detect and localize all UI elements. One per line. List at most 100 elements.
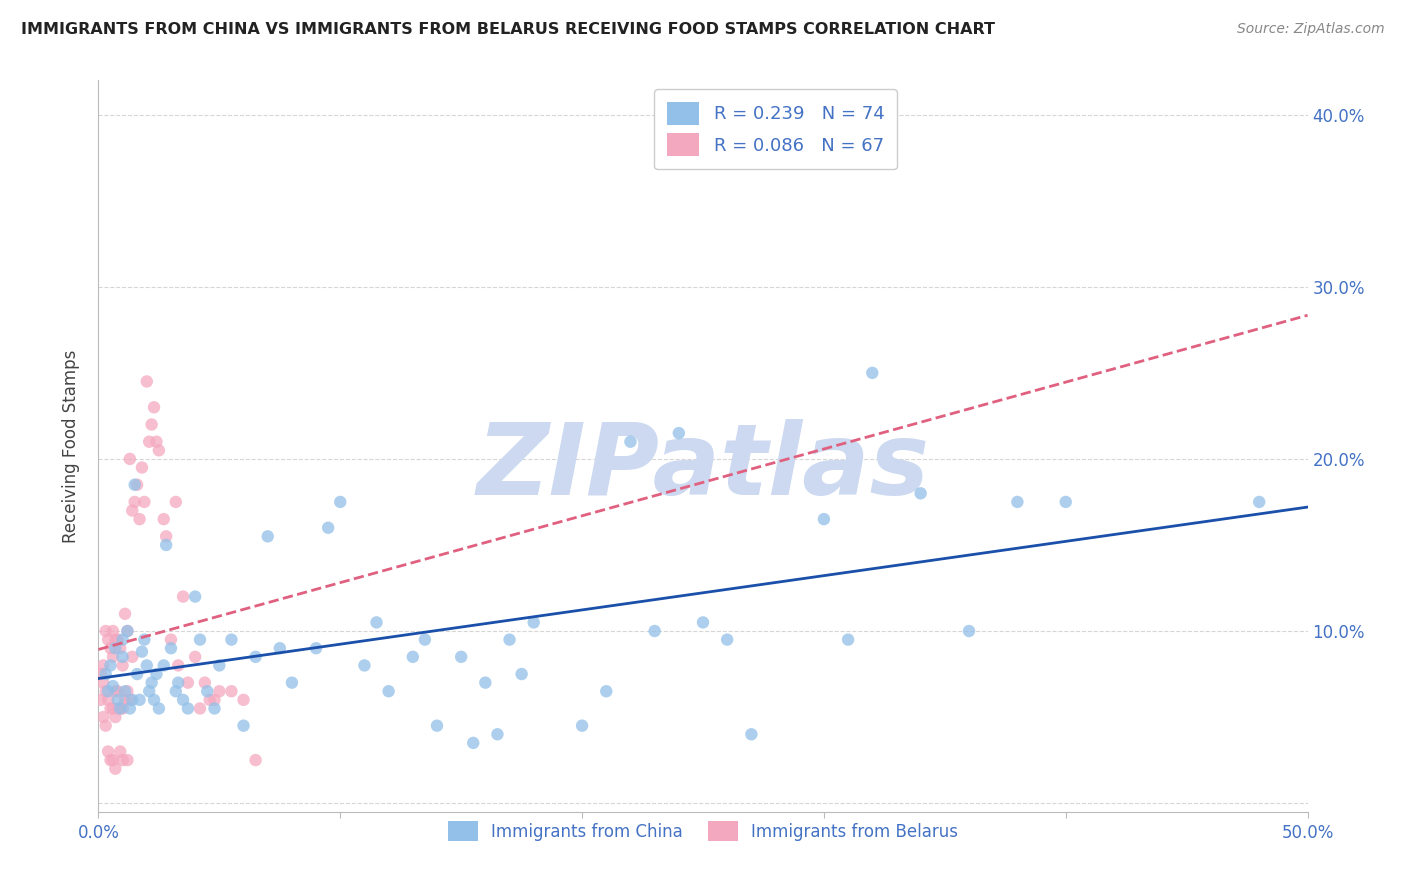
Point <box>121 649 143 664</box>
Point <box>108 744 131 758</box>
Point <box>134 632 156 647</box>
Point <box>145 434 167 449</box>
Point <box>124 477 146 491</box>
Point <box>97 632 120 647</box>
Point <box>1007 495 1029 509</box>
Point <box>107 684 129 698</box>
Point <box>571 719 593 733</box>
Point <box>97 744 120 758</box>
Point <box>104 710 127 724</box>
Point <box>160 632 183 647</box>
Point <box>90 693 112 707</box>
Point <box>148 443 170 458</box>
Point <box>184 649 207 664</box>
Point <box>94 719 117 733</box>
Point <box>232 693 254 707</box>
Point <box>167 658 190 673</box>
Point <box>107 632 129 647</box>
Point <box>138 434 160 449</box>
Point <box>184 590 207 604</box>
Point <box>134 495 156 509</box>
Point <box>90 667 112 681</box>
Point <box>145 667 167 681</box>
Point <box>127 477 149 491</box>
Point <box>111 753 134 767</box>
Point <box>101 649 124 664</box>
Point <box>208 684 231 698</box>
Point <box>118 701 141 715</box>
Point <box>104 641 127 656</box>
Point <box>195 684 218 698</box>
Point <box>124 495 146 509</box>
Point <box>101 679 124 693</box>
Point <box>377 684 399 698</box>
Point <box>155 538 177 552</box>
Point <box>281 675 304 690</box>
Point <box>131 645 153 659</box>
Point <box>245 753 267 767</box>
Point <box>474 675 496 690</box>
Point <box>194 675 217 690</box>
Point <box>131 460 153 475</box>
Point <box>813 512 835 526</box>
Point <box>353 658 375 673</box>
Point <box>104 684 127 698</box>
Point <box>128 512 150 526</box>
Point <box>111 701 134 715</box>
Point <box>957 624 980 638</box>
Point <box>305 641 328 656</box>
Point <box>595 684 617 698</box>
Point <box>152 512 174 526</box>
Point <box>104 632 127 647</box>
Point <box>101 753 124 767</box>
Point <box>107 693 129 707</box>
Point <box>121 503 143 517</box>
Point <box>114 684 136 698</box>
Text: ZIPatlas: ZIPatlas <box>477 419 929 516</box>
Point <box>668 426 690 441</box>
Point <box>94 667 117 681</box>
Point <box>108 641 131 656</box>
Point <box>1249 495 1271 509</box>
Point <box>498 632 520 647</box>
Point <box>141 675 163 690</box>
Point <box>117 684 139 698</box>
Point <box>127 667 149 681</box>
Point <box>111 658 134 673</box>
Point <box>450 649 472 664</box>
Point <box>143 693 166 707</box>
Point <box>232 719 254 733</box>
Y-axis label: Receiving Food Stamps: Receiving Food Stamps <box>62 350 80 542</box>
Point <box>860 366 883 380</box>
Text: IMMIGRANTS FROM CHINA VS IMMIGRANTS FROM BELARUS RECEIVING FOOD STAMPS CORRELATI: IMMIGRANTS FROM CHINA VS IMMIGRANTS FROM… <box>21 22 995 37</box>
Point <box>121 693 143 707</box>
Point <box>329 495 352 509</box>
Point <box>402 649 425 664</box>
Point <box>523 615 546 630</box>
Point <box>155 529 177 543</box>
Point <box>141 417 163 432</box>
Point <box>100 658 122 673</box>
Point <box>510 667 533 681</box>
Point <box>486 727 509 741</box>
Point <box>692 615 714 630</box>
Point <box>1054 495 1077 509</box>
Point <box>91 710 114 724</box>
Point <box>117 624 139 638</box>
Point <box>188 632 211 647</box>
Point <box>107 701 129 715</box>
Point <box>101 701 124 715</box>
Point <box>100 753 122 767</box>
Point <box>100 641 122 656</box>
Point <box>100 701 122 715</box>
Point <box>204 701 226 715</box>
Point <box>204 693 226 707</box>
Point <box>644 624 666 638</box>
Point <box>94 684 117 698</box>
Point <box>740 727 762 741</box>
Point <box>91 675 114 690</box>
Point <box>160 641 183 656</box>
Point <box>165 684 187 698</box>
Point <box>463 736 485 750</box>
Point <box>97 693 120 707</box>
